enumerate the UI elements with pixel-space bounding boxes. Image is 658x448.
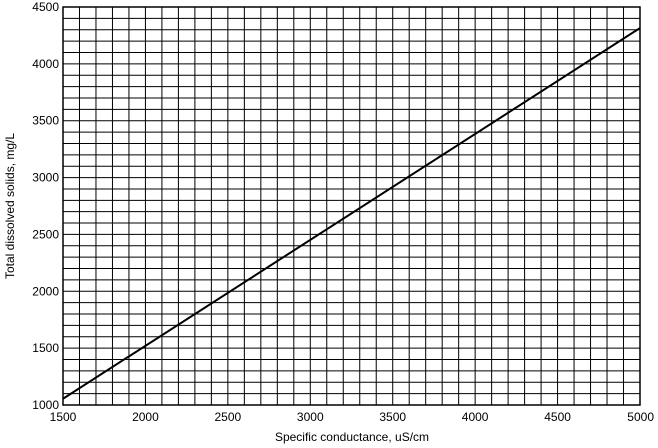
y-tick-label: 3500	[32, 114, 59, 128]
data-line	[62, 27, 641, 400]
y-tick-label: 3000	[32, 171, 59, 185]
y-tick-label: 2500	[32, 227, 59, 241]
x-tick-label: 2500	[215, 410, 242, 424]
y-axis-label: Total dissolved solids, mg/L	[3, 133, 17, 279]
x-tick-label: 1500	[50, 410, 77, 424]
y-tick-label: 1000	[32, 398, 59, 412]
x-axis-label: Specific conductance, uS/cm	[275, 430, 429, 444]
x-tick-label: 3000	[297, 410, 324, 424]
y-tick-label: 1500	[32, 341, 59, 355]
y-tick-label: 2000	[32, 284, 59, 298]
x-tick-label: 4000	[462, 410, 489, 424]
y-tick-label: 4000	[32, 57, 59, 71]
plot-frame	[62, 6, 641, 406]
x-tick-label: 3500	[379, 410, 406, 424]
x-tick-label: 2000	[132, 410, 159, 424]
x-tick-label: 5000	[627, 410, 654, 424]
x-tick-label: 4500	[544, 410, 571, 424]
y-tick-label: 4500	[32, 0, 59, 14]
